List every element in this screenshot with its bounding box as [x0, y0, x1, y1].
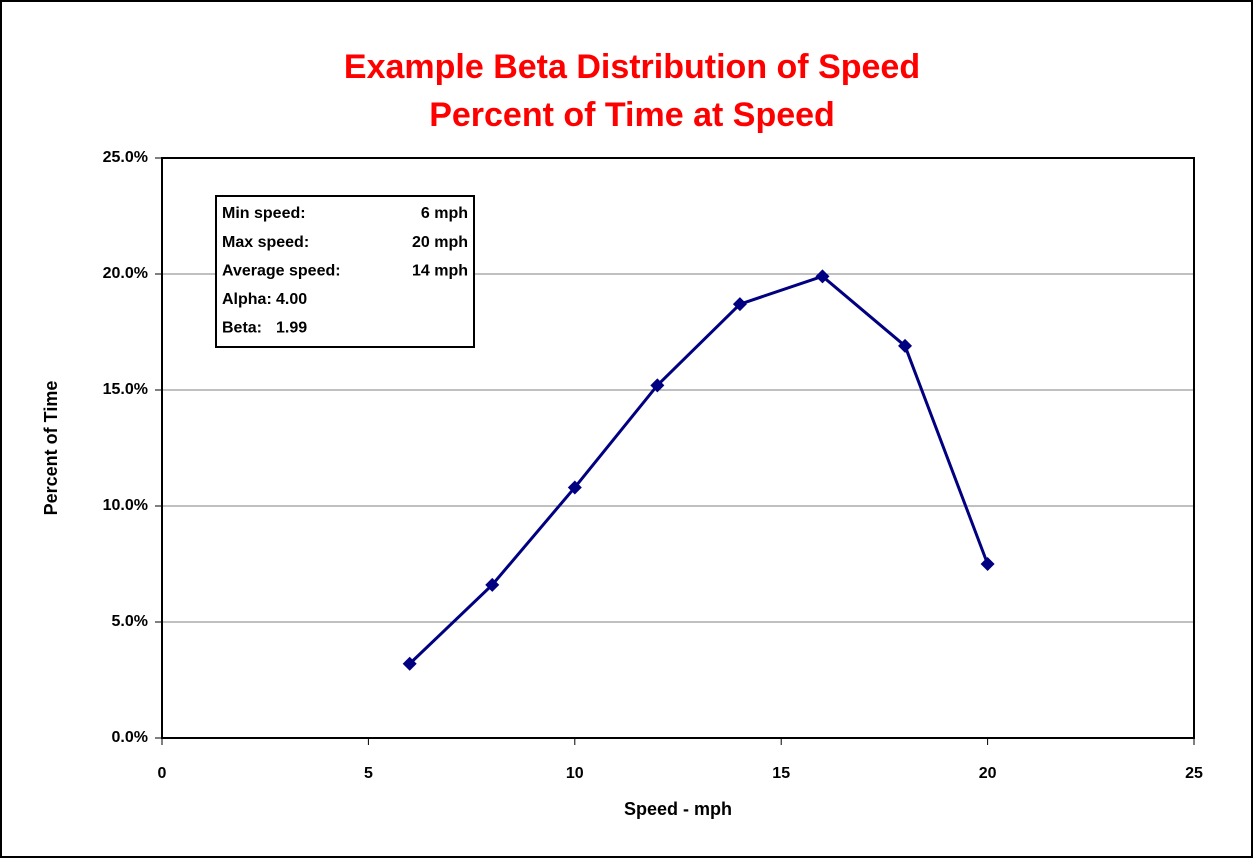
- annotation-label: Alpha:: [222, 291, 272, 308]
- annotation-label: Beta:: [222, 320, 262, 337]
- y-tick-label: 10.0%: [103, 497, 148, 514]
- point-marker: [485, 577, 500, 592]
- y-tick-label: 25.0%: [103, 149, 148, 166]
- point-marker: [732, 297, 747, 312]
- plot-border: [161, 157, 1195, 739]
- annotation-label: Max speed:: [222, 234, 309, 251]
- point-marker: [567, 480, 582, 495]
- point-marker: [980, 557, 995, 571]
- x-tick-label: 25: [1185, 765, 1203, 782]
- y-tick-label: 20.0%: [103, 265, 148, 282]
- annotation-value: 4.00: [276, 291, 307, 308]
- annotation-label: Average speed:: [222, 262, 341, 279]
- y-tick-label: 15.0%: [103, 381, 148, 398]
- x-axis-label: Speed - mph: [624, 799, 732, 819]
- point-marker: [402, 656, 417, 671]
- x-tick-label: 5: [364, 765, 373, 782]
- annotation-label: Min speed:: [222, 205, 306, 222]
- y-tick-label: 0.0%: [112, 729, 148, 746]
- point-marker: [815, 269, 830, 284]
- point-marker: [898, 338, 913, 353]
- y-tick-label: 5.0%: [112, 613, 148, 630]
- point-marker: [650, 378, 665, 393]
- x-tick-label: 0: [158, 765, 167, 782]
- chart-title: Example Beta Distribution of Speed: [344, 48, 920, 86]
- series-line: [408, 274, 990, 665]
- annotation-value: 6 mph: [421, 205, 468, 222]
- chart-title: Percent of Time at Speed: [429, 96, 835, 134]
- annotation-value: 1.99: [276, 320, 307, 337]
- x-tick-label: 20: [979, 765, 997, 782]
- annotation-box: [215, 195, 475, 348]
- annotation-value: 20 mph: [412, 234, 468, 251]
- x-tick-label: 15: [772, 765, 790, 782]
- annotation-value: 14 mph: [412, 262, 468, 279]
- x-tick-label: 10: [566, 765, 584, 782]
- y-axis-label: Percent of Time: [41, 381, 61, 516]
